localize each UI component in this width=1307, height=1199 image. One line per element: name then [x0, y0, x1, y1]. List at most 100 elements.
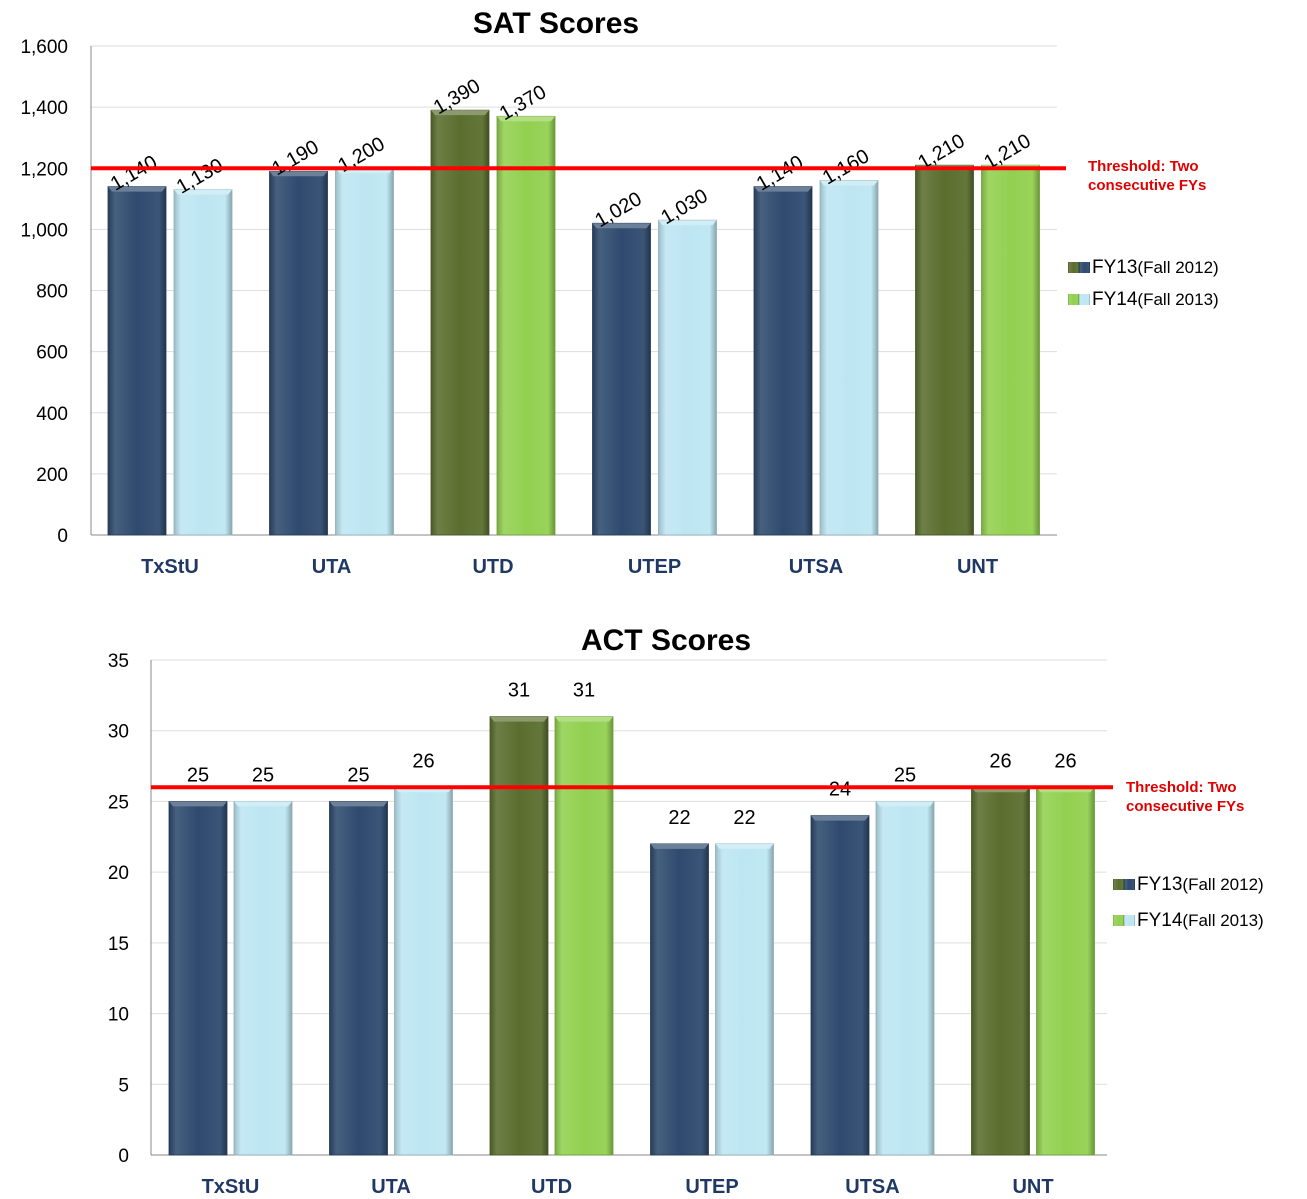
chart-title: SAT Scores: [473, 7, 639, 40]
bar-bevel: [811, 815, 869, 821]
bar-fy14-utsa: [875, 801, 935, 1156]
bar-bevel: [174, 189, 232, 195]
x-tick-label: UTSA: [845, 1176, 899, 1198]
bar-bevel: [658, 220, 717, 226]
bar-fy14-uta: [394, 786, 453, 1156]
x-tick-label: UTD: [472, 556, 513, 578]
legend-swatch-highlight: [1113, 915, 1124, 926]
y-tick-label: 400: [36, 404, 68, 425]
x-tick-label: UTEP: [628, 556, 681, 578]
legend-swatch: [1079, 294, 1090, 305]
legend-series-name: FY14: [1137, 910, 1183, 931]
y-tick-label: 600: [36, 343, 68, 364]
data-label: 26: [1054, 750, 1076, 772]
bar-bevel: [555, 716, 613, 722]
data-label: 25: [347, 764, 369, 786]
x-tick-label: UTA: [312, 556, 352, 578]
data-label: 31: [573, 680, 595, 702]
y-tick-label: 30: [108, 722, 129, 743]
y-tick-label: 0: [118, 1146, 129, 1167]
y-tick-label: 200: [36, 465, 68, 486]
legend-series-name: FY14: [1092, 289, 1138, 310]
bar-fy13-txstu: [168, 801, 228, 1156]
chart-title: ACT Scores: [581, 624, 751, 657]
legend-swatch: [1124, 879, 1135, 890]
x-tick-label: UTEP: [685, 1176, 738, 1198]
legend-series-name: FY13: [1137, 874, 1182, 895]
bar-bevel: [269, 171, 328, 177]
bar-fy14-unt: [981, 164, 1040, 536]
bar-fy14-utd: [496, 115, 556, 536]
threshold-label: Threshold: Two: [1088, 158, 1199, 175]
legend-swatch-highlight: [1068, 262, 1079, 273]
bar-fy14-txstu: [173, 189, 233, 536]
x-tick-label: UNT: [957, 556, 998, 578]
bar-fy13-utsa: [753, 186, 813, 536]
bar-fy13-unt: [971, 786, 1030, 1156]
bar-fy13-utsa: [810, 815, 870, 1156]
bar-fy14-utep: [715, 843, 774, 1156]
y-tick-label: 25: [108, 792, 129, 813]
bar-fy13-uta: [269, 170, 328, 536]
bar-fy14-uta: [335, 167, 394, 536]
bar-bevel: [650, 843, 709, 849]
bar-fy13-utd: [489, 716, 549, 1156]
y-tick-label: 800: [36, 282, 68, 303]
chart-sat: SAT Scores 0 200 400 600 800 1,000 1,200 1,400 1,…: [20, 7, 1218, 578]
legend-swatch: [1079, 262, 1090, 273]
bar-fy14-utd: [554, 716, 614, 1156]
y-tick-label: 0: [57, 526, 68, 547]
bar-fy13-unt: [915, 164, 974, 536]
bar-fy14-txstu: [233, 801, 293, 1156]
bar-fy14-utep: [658, 219, 717, 536]
bar-bevel: [497, 116, 555, 122]
bar-bevel: [715, 843, 774, 849]
bar-bevel: [169, 801, 227, 807]
bar-fy13-txstu: [107, 186, 167, 536]
bar-fy13-utep: [650, 843, 709, 1156]
legend-series-name: FY13: [1092, 257, 1137, 278]
bar-bevel: [820, 180, 878, 186]
data-label: 26: [989, 750, 1011, 772]
bar-bevel: [754, 186, 812, 192]
threshold-label: consecutive FYs: [1088, 177, 1206, 194]
x-tick-label: UTD: [531, 1176, 572, 1198]
bar-fy13-utd: [430, 109, 490, 536]
data-label: 25: [187, 764, 209, 786]
legend-series-note: (Fall 2012): [1137, 258, 1218, 277]
y-tick-label: 20: [108, 863, 129, 884]
bar-bevel: [108, 186, 166, 192]
y-tick-label: 35: [108, 651, 129, 672]
bar-bevel: [234, 801, 292, 807]
bar-fy14-utsa: [819, 180, 879, 536]
bar-fy13-uta: [329, 801, 388, 1156]
data-label: 31: [508, 680, 530, 702]
legend-series-note: (Fall 2013): [1137, 290, 1218, 309]
legend-series-note: (Fall 2012): [1182, 875, 1263, 894]
bar-bevel: [876, 801, 934, 807]
bar-bevel: [431, 110, 489, 116]
y-tick-label: 1,200: [20, 159, 68, 180]
x-tick-label: TxStU: [141, 556, 199, 578]
data-label: 22: [733, 807, 755, 829]
y-tick-label: 15: [108, 934, 129, 955]
y-tick-label: 10: [108, 1005, 129, 1026]
x-tick-label: UTA: [371, 1176, 411, 1198]
legend-swatch-highlight: [1068, 294, 1079, 305]
bar-bevel: [329, 801, 388, 807]
threshold-label: Threshold: Two: [1126, 779, 1237, 796]
bar-fy14-unt: [1036, 786, 1095, 1156]
x-tick-label: UNT: [1012, 1176, 1053, 1198]
y-tick-label: 5: [118, 1075, 129, 1096]
data-label: 25: [252, 764, 274, 786]
data-label: 22: [668, 807, 690, 829]
data-label: 25: [894, 764, 916, 786]
legend-series-note: (Fall 2013): [1182, 911, 1263, 930]
chart-act: ACT Scores 0 5 10 15 20 25 30 35 25 25 TxStU 25 26 UTA…: [108, 624, 1264, 1198]
legend-swatch-highlight: [1113, 879, 1124, 890]
bar-fy13-utep: [592, 222, 651, 536]
data-label: 26: [412, 750, 434, 772]
threshold-label: consecutive FYs: [1126, 798, 1244, 815]
x-tick-label: TxStU: [202, 1176, 260, 1198]
